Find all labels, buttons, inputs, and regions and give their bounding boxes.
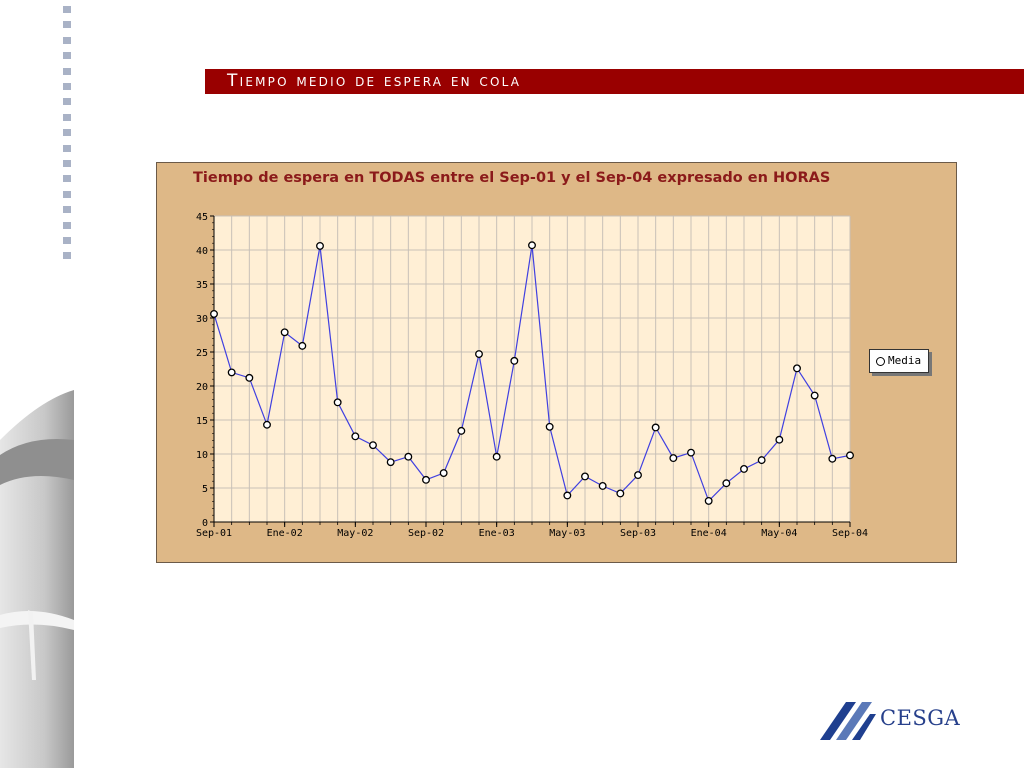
- data-point: [422, 475, 430, 484]
- x-tick-label: Sep-03: [620, 528, 656, 539]
- data-point: [210, 309, 218, 318]
- line-chart: 0 5 10 15 20 25 30 35 40 45 Sep-01 Ene-02 May-02 Sep-…: [193, 170, 868, 539]
- data-point: [634, 471, 642, 480]
- y-tick-label: 45: [196, 212, 208, 223]
- y-tick-label: 40: [196, 246, 208, 257]
- data-point: [457, 426, 466, 435]
- decorative-dot: [63, 36, 71, 44]
- slide-title: Tiempo medio de espera en cola: [227, 71, 522, 91]
- y-tick-label: 30: [196, 314, 208, 325]
- logo-text: CESGA: [880, 706, 961, 730]
- cesga-logo-icon: [820, 702, 876, 740]
- legend-label: Media: [888, 354, 922, 367]
- cesga-logo: CESGA: [818, 694, 978, 744]
- data-point: [492, 452, 501, 461]
- decorative-dot-column: [63, 0, 73, 280]
- y-tick-label: 35: [196, 280, 208, 291]
- data-point: [386, 458, 395, 467]
- data-point: [598, 482, 607, 490]
- decorative-dot: [63, 21, 71, 29]
- legend-marker-icon: [876, 357, 885, 366]
- decorative-dot: [63, 160, 71, 167]
- data-point: [245, 373, 254, 382]
- data-point: [828, 454, 837, 463]
- decorative-dot: [63, 237, 71, 244]
- x-tick-label: May-04: [761, 528, 797, 539]
- data-point: [722, 479, 731, 488]
- decorative-dot: [63, 144, 71, 152]
- data-point: [545, 422, 554, 431]
- data-point: [298, 341, 307, 350]
- y-tick-label: 0: [202, 518, 208, 529]
- data-point: [263, 420, 271, 429]
- data-point: [810, 391, 819, 400]
- x-tick-label: Sep-02: [408, 528, 444, 539]
- y-tick-label: 25: [196, 348, 208, 359]
- data-point: [439, 469, 448, 477]
- x-tick-label: May-03: [549, 528, 585, 539]
- y-tick-label: 5: [202, 484, 208, 495]
- data-point: [846, 451, 854, 460]
- decorative-dot: [63, 206, 71, 214]
- data-point: [475, 350, 483, 358]
- decorative-dot: [63, 98, 71, 106]
- decorative-dot: [63, 113, 71, 121]
- data-point: [333, 398, 342, 407]
- data-point: [227, 368, 236, 377]
- chart-panel: 0 5 10 15 20 25 30 35 40 45 Sep-01 Ene-02 May-02 Sep-…: [156, 162, 957, 563]
- chart-legend: Media: [869, 349, 929, 373]
- data-point: [616, 489, 625, 498]
- y-tick-label: 15: [196, 416, 208, 427]
- decorative-dot: [63, 175, 71, 183]
- data-point: [510, 356, 519, 365]
- data-point: [740, 465, 748, 473]
- data-point: [651, 423, 660, 432]
- data-point: [316, 241, 324, 250]
- data-point: [404, 452, 413, 461]
- decorative-dot: [63, 252, 71, 260]
- data-point: [563, 491, 572, 500]
- data-point: [528, 241, 536, 250]
- decorative-dot: [63, 67, 71, 75]
- x-tick-label: Sep-01: [196, 528, 232, 539]
- slide-title-banner: Tiempo medio de espera en cola: [205, 69, 1024, 94]
- decorative-dot: [63, 83, 71, 90]
- data-point: [351, 432, 360, 441]
- data-point: [369, 441, 377, 450]
- data-point: [757, 456, 766, 465]
- data-point: [669, 454, 678, 463]
- x-tick-label: Ene-04: [691, 528, 727, 539]
- x-tick-label: Ene-03: [479, 528, 515, 539]
- decorative-dot: [63, 52, 71, 60]
- data-point: [793, 364, 801, 373]
- y-tick-label: 10: [196, 450, 208, 461]
- x-tick-label: Ene-02: [267, 528, 303, 539]
- y-tick-label: 20: [196, 382, 208, 393]
- decorative-dot: [63, 6, 71, 13]
- data-point: [687, 448, 695, 457]
- decorative-dot: [63, 221, 71, 229]
- chart-title: Tiempo de espera en TODAS entre el Sep-0…: [193, 170, 830, 186]
- data-point: [280, 328, 289, 337]
- decorative-swoosh: [0, 390, 74, 768]
- decorative-dot: [63, 190, 71, 198]
- data-point: [704, 496, 713, 505]
- x-tick-label: Sep-04: [832, 528, 868, 539]
- decorative-dot: [63, 129, 71, 137]
- x-tick-label: May-02: [337, 528, 373, 539]
- data-point: [775, 435, 784, 444]
- data-point: [581, 472, 589, 481]
